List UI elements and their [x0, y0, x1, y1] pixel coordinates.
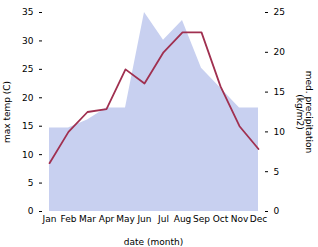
svg-text:10: 10 [22, 150, 34, 160]
svg-text:Jul: Jul [157, 214, 169, 224]
svg-text:med. precipitation(kg/m2): med. precipitation(kg/m2) [295, 71, 314, 153]
svg-text:Apr: Apr [99, 214, 115, 224]
svg-text:15: 15 [274, 87, 285, 97]
svg-text:30: 30 [22, 36, 34, 46]
svg-text:date (month): date (month) [124, 237, 183, 247]
svg-text:Jun: Jun [136, 214, 151, 224]
svg-text:Mar: Mar [79, 214, 96, 224]
svg-text:5: 5 [28, 178, 34, 188]
svg-text:0: 0 [274, 206, 280, 216]
svg-text:Dec: Dec [250, 214, 267, 224]
svg-text:20: 20 [22, 93, 34, 103]
svg-text:25: 25 [274, 7, 285, 17]
svg-text:Sep: Sep [193, 214, 210, 224]
svg-text:15: 15 [22, 121, 33, 131]
svg-text:0: 0 [28, 206, 34, 216]
svg-text:Oct: Oct [213, 214, 229, 224]
svg-text:5: 5 [274, 167, 280, 177]
svg-text:Jan: Jan [42, 214, 57, 224]
svg-text:May: May [116, 214, 135, 224]
svg-text:Feb: Feb [61, 214, 77, 224]
svg-text:max temp (C): max temp (C) [2, 81, 12, 143]
svg-text:35: 35 [22, 7, 33, 17]
svg-text:20: 20 [274, 47, 286, 57]
svg-text:Nov: Nov [231, 214, 249, 224]
svg-text:10: 10 [274, 127, 286, 137]
svg-text:25: 25 [22, 64, 33, 74]
svg-text:Aug: Aug [174, 214, 192, 224]
